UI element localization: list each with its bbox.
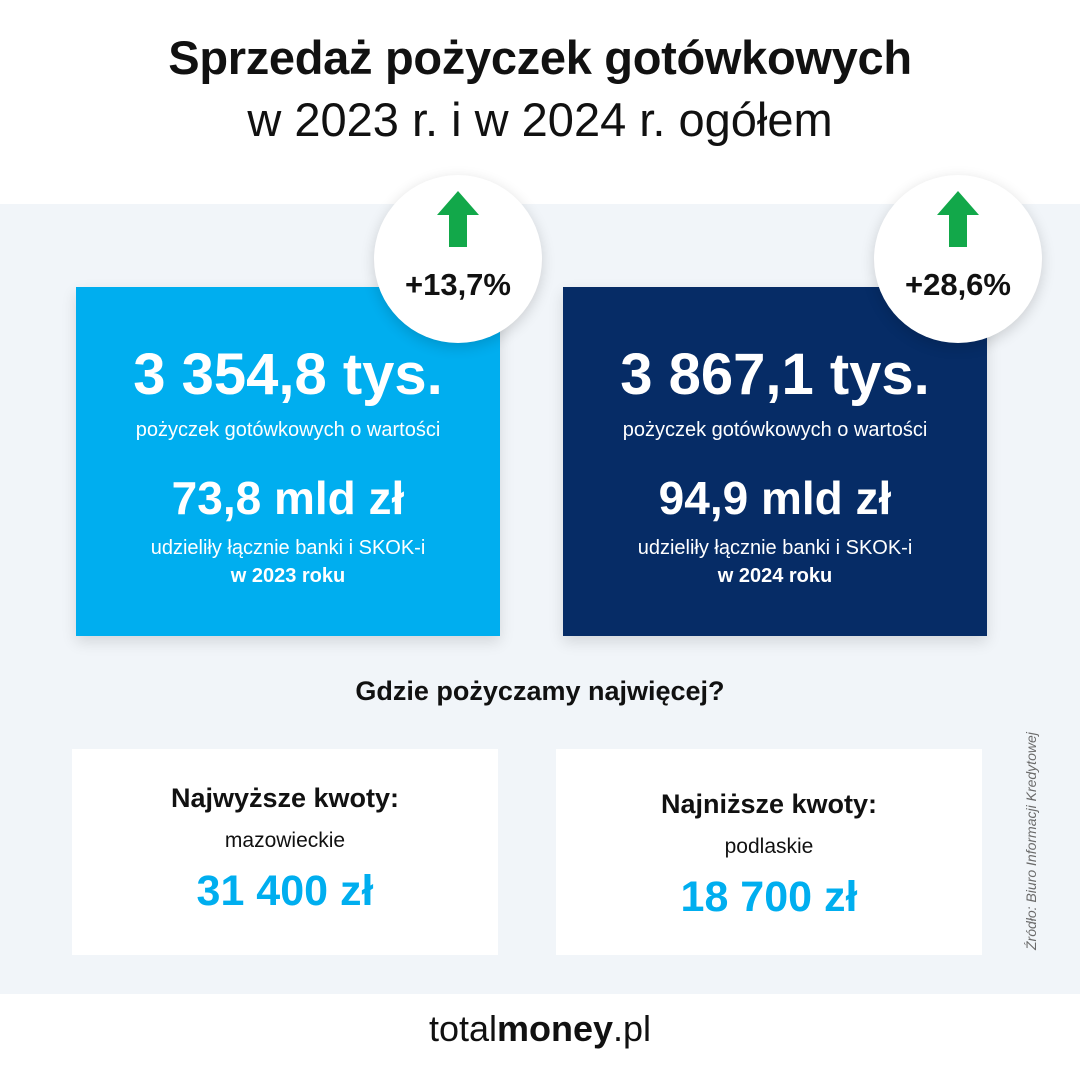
lowest-value: 18 700 zł <box>680 873 858 921</box>
growth-percent-2023: +13,7% <box>404 267 511 302</box>
title-line-1: Sprzedaż pożyczek gotówkowych <box>168 31 912 84</box>
lowest-heading: Najniższe kwoty: <box>660 789 878 819</box>
loan-amount-2023: 73,8 mld zł <box>171 472 405 524</box>
year-caption-2024: w 2024 roku <box>717 565 833 587</box>
card-2024: 3 867,1 tys. pożyczek gotówkowych o wart… <box>563 287 987 636</box>
loan-count-2024: 3 867,1 tys. <box>620 342 930 407</box>
lowest-region: podlaskie <box>724 835 814 858</box>
growth-badge-2024: +28,6% <box>874 175 1042 343</box>
highest-value: 31 400 zł <box>196 867 374 915</box>
loan-amount-2024: 94,9 mld zł <box>658 472 892 524</box>
section-question: Gdzie pożyczamy najwięcej? <box>355 676 725 706</box>
lowest-amount-box: Najniższe kwoty: podlaskie 18 700 zł <box>556 749 982 955</box>
loan-count-2023: 3 354,8 tys. <box>133 342 443 407</box>
brand-logo[interactable]: totalmoney.pl <box>0 1008 1080 1050</box>
brand-part-domain: .pl <box>613 1008 652 1049</box>
title-line-2: w 2023 r. i w 2024 r. ogółem <box>247 93 833 146</box>
source-note: Źródło: Biuro Informacji Kredytowej <box>1023 732 1039 950</box>
card-2023: 3 354,8 tys. pożyczek gotówkowych o wart… <box>76 287 500 636</box>
brand-part-money: money <box>496 1008 614 1049</box>
loan-count-caption-2023: pożyczek gotówkowych o wartości <box>135 419 441 441</box>
year-caption-2023: w 2023 roku <box>230 565 346 587</box>
growth-percent-2024: +28,6% <box>904 267 1011 302</box>
up-arrow-icon <box>937 191 979 247</box>
highest-heading: Najwyższe kwoty: <box>170 783 400 813</box>
page-title: Sprzedaż pożyczek gotówkowych w 2023 r. … <box>0 28 1080 152</box>
loan-amount-caption-2024: udzieliły łącznie banki i SKOK-i <box>637 537 913 559</box>
loan-amount-caption-2023: udzieliły łącznie banki i SKOK-i <box>150 537 426 559</box>
highest-region: mazowieckie <box>224 829 346 852</box>
loan-count-caption-2024: pożyczek gotówkowych o wartości <box>622 419 928 441</box>
highest-amount-box: Najwyższe kwoty: mazowieckie 31 400 zł <box>72 749 498 955</box>
brand-part-total: total <box>428 1008 497 1049</box>
growth-badge-2023: +13,7% <box>374 175 542 343</box>
up-arrow-icon <box>437 191 479 247</box>
